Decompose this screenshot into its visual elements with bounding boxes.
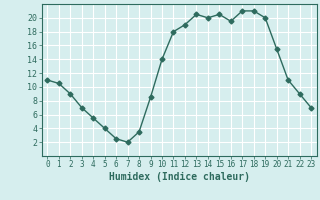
X-axis label: Humidex (Indice chaleur): Humidex (Indice chaleur): [109, 172, 250, 182]
